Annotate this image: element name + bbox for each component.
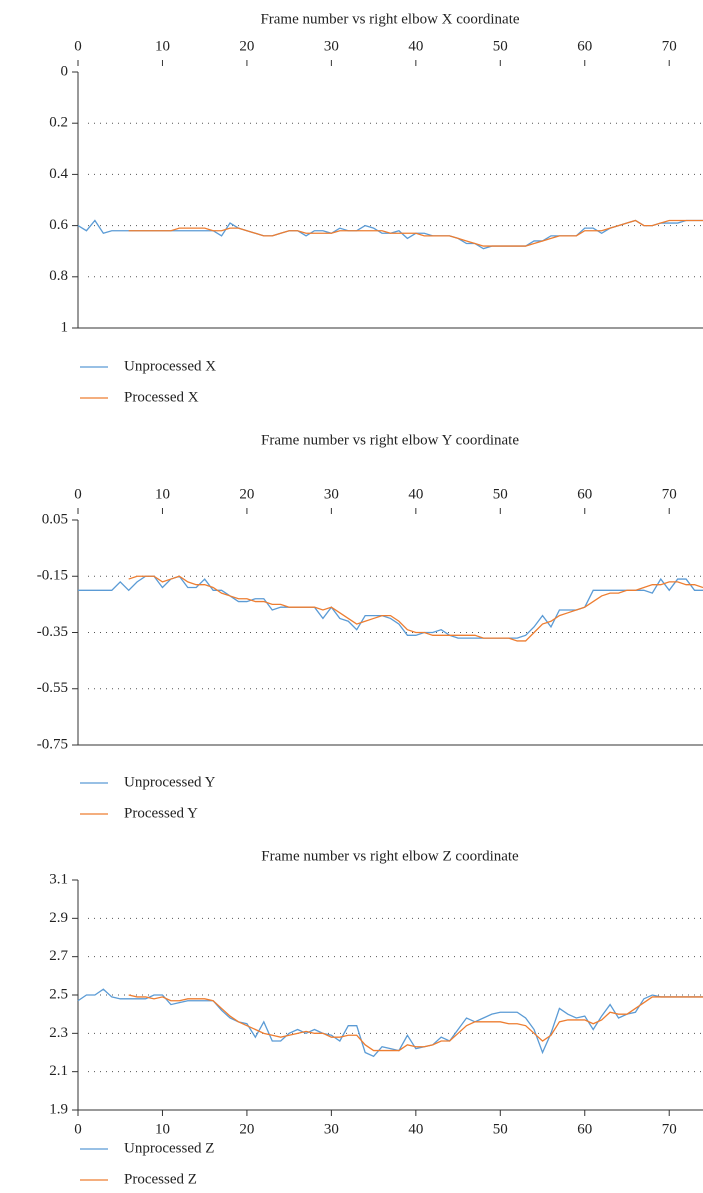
x-tick-label: 70 [662, 1121, 677, 1137]
y-tick-label: 0.4 [49, 166, 68, 182]
x-tick-label: 30 [324, 1121, 339, 1137]
x-tick-label: 0 [74, 486, 82, 502]
legend-label: Unprocessed Z [124, 1140, 214, 1156]
x-tick-label: 0 [74, 38, 82, 54]
y-tick-label: 2.3 [49, 1025, 68, 1041]
x-tick-label: 10 [155, 486, 170, 502]
data-line [128, 994, 703, 1052]
y-tick-label: -0.35 [37, 624, 68, 640]
y-tick-label: 2.7 [49, 948, 68, 964]
y-tick-label: 0.05 [42, 511, 68, 527]
x-tick-label: 50 [493, 38, 508, 54]
x-tick-label: 20 [239, 486, 254, 502]
data-line [78, 575, 703, 639]
x-tick-label: 30 [324, 38, 339, 54]
x-tick-label: 70 [662, 38, 677, 54]
legend-label: Unprocessed Y [124, 774, 216, 790]
legend-label: Processed X [124, 389, 199, 405]
y-tick-label: 2.1 [49, 1063, 68, 1079]
x-tick-label: 20 [239, 1121, 254, 1137]
legend-label: Unprocessed X [124, 358, 216, 374]
y-tick-label: -0.75 [37, 736, 68, 752]
legend-label: Processed Z [124, 1171, 197, 1187]
y-tick-label: 2.9 [49, 910, 68, 926]
data-line [128, 219, 703, 247]
x-tick-label: 50 [493, 486, 508, 502]
legend-label: Processed Y [124, 805, 198, 821]
data-line [77, 988, 703, 1058]
y-tick-label: 0.2 [49, 115, 68, 131]
chart-title: Frame number vs right elbow Y coordinate [261, 432, 519, 448]
x-tick-label: 50 [493, 1121, 508, 1137]
chart-title: Frame number vs right elbow X coordinate [260, 11, 519, 27]
x-tick-label: 40 [408, 38, 423, 54]
y-tick-label: -0.15 [37, 568, 68, 584]
x-tick-label: 10 [155, 38, 170, 54]
y-tick-label: 1.9 [49, 1101, 68, 1117]
x-tick-label: 20 [239, 38, 254, 54]
y-tick-label: 0.8 [49, 268, 68, 284]
x-tick-label: 40 [408, 486, 423, 502]
x-tick-label: 10 [155, 1121, 170, 1137]
y-tick-label: 1 [61, 319, 69, 335]
y-tick-label: 0 [61, 63, 69, 79]
x-tick-label: 0 [74, 1121, 82, 1137]
x-tick-label: 70 [662, 486, 677, 502]
y-tick-label: 0.6 [49, 217, 68, 233]
x-tick-label: 30 [324, 486, 339, 502]
y-tick-label: 2.5 [49, 986, 68, 1002]
x-tick-label: 40 [408, 1121, 423, 1137]
x-tick-label: 60 [577, 486, 592, 502]
x-tick-label: 60 [577, 38, 592, 54]
y-tick-label: 3.1 [49, 871, 68, 887]
x-tick-label: 60 [577, 1121, 592, 1137]
y-tick-label: -0.55 [37, 680, 68, 696]
data-line [128, 575, 703, 642]
chart-title: Frame number vs right elbow Z coordinate [261, 848, 519, 864]
data-line [77, 219, 703, 250]
